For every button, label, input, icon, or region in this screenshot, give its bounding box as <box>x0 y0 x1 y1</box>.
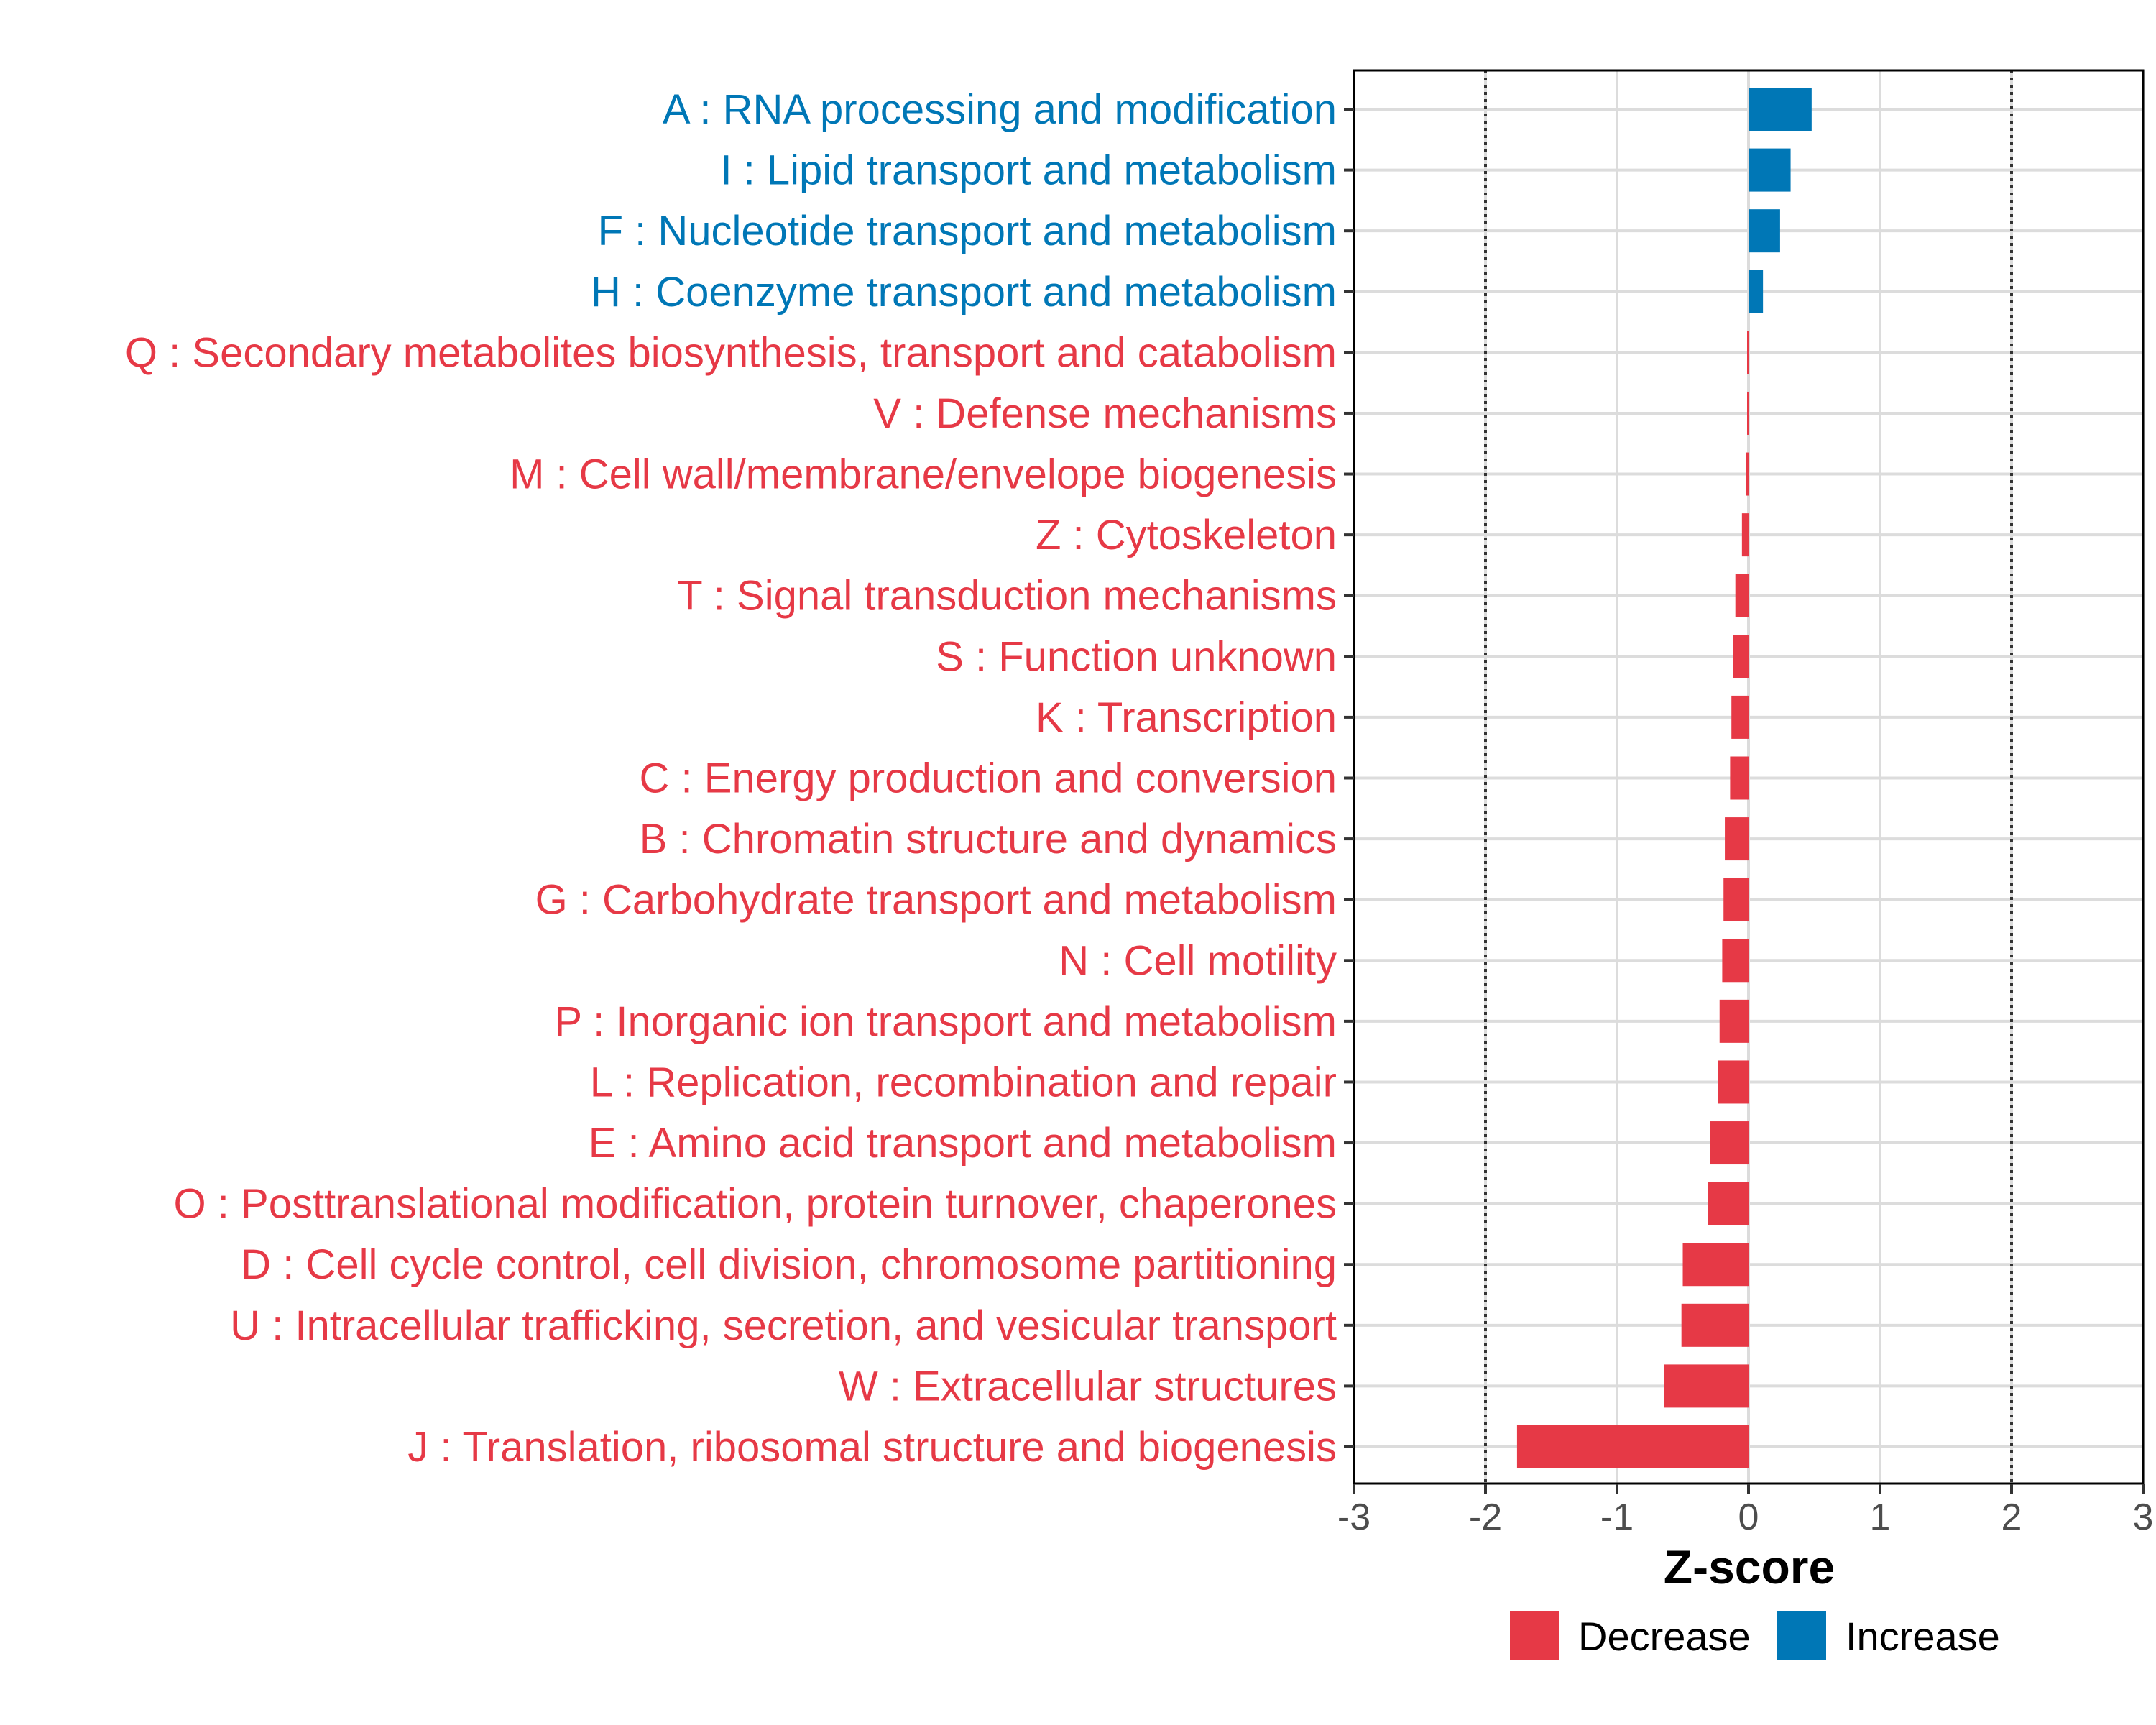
category-label: S : Function unknown <box>936 633 1337 680</box>
category-label: U : Intracellular trafficking, secretion… <box>230 1302 1337 1349</box>
bar <box>1718 1060 1749 1104</box>
category-labels: A : RNA processing and modification I : L… <box>125 86 1354 1471</box>
bar <box>1730 756 1749 800</box>
category-label: Q : Secondary metabolites biosynthesis, … <box>125 329 1337 376</box>
x-tick-label: -3 <box>1337 1496 1370 1538</box>
bar <box>1681 1303 1749 1347</box>
category-label: D : Cell cycle control, cell division, c… <box>241 1241 1337 1288</box>
bar <box>1708 1182 1749 1225</box>
bar <box>1747 391 1749 435</box>
category-label: A : RNA processing and modification <box>663 86 1337 133</box>
bar <box>1516 1425 1749 1468</box>
bar <box>1749 209 1780 253</box>
category-label: V : Defense mechanisms <box>873 390 1337 437</box>
bar <box>1749 148 1791 192</box>
bar <box>1733 635 1749 678</box>
category-label: G : Carbohydrate transport and metabolis… <box>535 877 1337 924</box>
bar <box>1749 270 1764 313</box>
x-tick-label: -1 <box>1600 1496 1634 1538</box>
category-label: W : Extracellular structures <box>839 1363 1337 1409</box>
x-axis-title: Z-score <box>1664 1540 1835 1593</box>
category-label: E : Amino acid transport and metabolism <box>589 1120 1337 1167</box>
category-label: B : Chromatin structure and dynamics <box>640 816 1337 862</box>
x-tick-label: -2 <box>1469 1496 1502 1538</box>
x-tick-label: 3 <box>2133 1496 2154 1538</box>
category-label: Z : Cytoskeleton <box>1036 512 1337 558</box>
legend-swatch <box>1777 1611 1826 1660</box>
bar <box>1725 817 1749 861</box>
legend-label: Increase <box>1846 1614 2000 1659</box>
category-label: F : Nucleotide transport and metabolism <box>598 208 1337 254</box>
category-label: I : Lipid transport and metabolism <box>720 147 1337 194</box>
category-label: T : Signal transduction mechanisms <box>677 573 1337 620</box>
category-label: N : Cell motility <box>1059 937 1337 984</box>
category-label: P : Inorganic ion transport and metaboli… <box>554 998 1337 1045</box>
x-tick-label: 1 <box>1870 1496 1891 1538</box>
legend: Decrease Increase <box>1510 1611 2000 1660</box>
category-label: H : Coenzyme transport and metabolism <box>591 269 1337 316</box>
category-label: K : Transcription <box>1036 694 1337 741</box>
x-axis: -3 -2 -1 0 1 2 3 <box>1337 1484 2154 1538</box>
bar <box>1735 574 1749 617</box>
bar <box>1746 452 1749 496</box>
legend-swatch <box>1510 1611 1559 1660</box>
bar <box>1749 88 1812 131</box>
category-label: O : Posttranslational modification, prot… <box>174 1181 1337 1228</box>
bar <box>1747 331 1749 374</box>
legend-label: Decrease <box>1578 1614 1751 1659</box>
bar <box>1731 695 1749 739</box>
bar <box>1682 1243 1749 1287</box>
x-tick-label: 0 <box>1738 1496 1759 1538</box>
bar <box>1741 513 1749 557</box>
bar <box>1722 939 1749 983</box>
bar <box>1723 878 1749 921</box>
category-label: C : Energy production and conversion <box>640 755 1337 802</box>
x-tick-label: 2 <box>2001 1496 2022 1538</box>
bars-layer <box>1516 88 1812 1468</box>
bar <box>1710 1121 1749 1165</box>
bar <box>1664 1364 1749 1408</box>
category-label: L : Replication, recombination and repai… <box>590 1059 1337 1105</box>
category-label: J : Translation, ribosomal structure and… <box>407 1424 1337 1471</box>
category-label: M : Cell wall/membrane/envelope biogenes… <box>510 451 1337 498</box>
bar <box>1719 999 1749 1043</box>
